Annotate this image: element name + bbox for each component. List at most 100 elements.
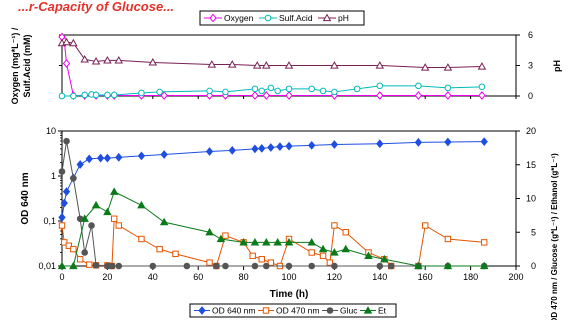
legend-marker-sulf-acid: [264, 14, 272, 22]
data-point-od-640-nm: [137, 151, 146, 161]
data-point-ph: [262, 61, 271, 69]
data-point-ph: [252, 61, 262, 69]
data-point-oxygen: [444, 91, 452, 100]
data-point-et: [69, 261, 78, 270]
top-y-right-tick-label: 0: [528, 91, 533, 101]
data-point-sulf-acid: [331, 88, 338, 96]
data-point-oxygen: [251, 91, 259, 100]
bottom-plot-frame: [61, 130, 517, 267]
legend-label-od-470-nm: OD 470 nm: [276, 306, 319, 316]
data-point-sulf-acid: [222, 88, 229, 96]
data-point-sulf-acid: [285, 85, 293, 93]
data-point-ph: [207, 60, 217, 68]
data-point-od-470-nm: [156, 245, 163, 253]
data-point-sulf-acid: [92, 91, 100, 99]
series-line-gluc: [61, 141, 485, 267]
data-point-gluc: [376, 262, 384, 270]
data-point-et: [307, 237, 316, 246]
data-point-et: [284, 237, 294, 246]
data-point-od-470-nm: [422, 222, 429, 229]
bottom-x-tick-label: 0: [59, 272, 64, 282]
data-point-ph: [330, 61, 339, 69]
bottom-x-tick-label: 60: [193, 272, 203, 282]
data-point-od-640-nm: [160, 150, 168, 159]
data-point-od-470-nm: [308, 249, 315, 256]
data-point-et: [414, 261, 423, 270]
data-point-sulf-acid: [206, 87, 213, 95]
data-point-gluc: [149, 262, 157, 270]
data-point-od-470-nm: [444, 235, 452, 243]
data-point-ph: [420, 63, 430, 71]
top-y-left-label-line1: Oxygen (mg*L⁻¹) /: [10, 27, 20, 104]
data-point-od-640-nm: [285, 141, 293, 151]
data-point-ph: [91, 57, 101, 65]
data-point-sulf-acid: [267, 84, 275, 92]
data-point-ph: [375, 61, 385, 69]
bottom-x-tick-label: 200: [508, 272, 523, 282]
bottom-legend-box: [189, 303, 397, 318]
bottom-y-right-tick-label: 10: [526, 194, 536, 204]
bottom-x-tick-label: 180: [463, 272, 478, 282]
top-y-right-label: pH: [552, 60, 562, 72]
data-point-od-640-nm: [258, 144, 266, 153]
data-point-et: [262, 237, 271, 246]
data-point-oxygen: [262, 91, 270, 100]
data-point-od-470-nm: [249, 252, 256, 260]
data-point-oxygen: [376, 91, 384, 100]
x-axis-label: Time (h): [270, 289, 309, 300]
data-point-et: [443, 261, 453, 270]
data-point-od-640-nm: [62, 187, 71, 196]
data-point-gluc: [222, 262, 229, 270]
data-point-et: [318, 244, 328, 253]
data-point-sulf-acid: [415, 82, 422, 90]
data-point-oxygen: [160, 91, 168, 100]
bottom-x-tick-label: 160: [418, 272, 433, 282]
data-point-sulf-acid: [478, 83, 486, 91]
legend-label-od-640-nm: OD 640 nm: [212, 306, 255, 316]
data-point-ph: [227, 60, 237, 68]
data-point-et: [80, 214, 89, 222]
data-point-et: [273, 237, 282, 246]
data-point-od-470-nm: [326, 259, 334, 266]
data-point-od-470-nm: [331, 222, 338, 229]
data-point-od-640-nm: [276, 142, 284, 151]
data-point-od-640-nm: [414, 137, 423, 147]
data-point-sulf-acid: [110, 91, 118, 99]
data-point-et: [380, 254, 389, 263]
data-point-oxygen: [62, 59, 71, 68]
data-point-gluc: [92, 262, 100, 269]
data-point-gluc: [308, 262, 316, 270]
data-point-od-640-nm: [103, 153, 112, 163]
bottom-y-left-tick-label: 0,1: [43, 216, 56, 226]
data-point-od-470-nm: [206, 259, 213, 266]
data-point-sulf-acid: [258, 87, 266, 95]
data-point-od-470-nm: [222, 232, 229, 239]
data-point-sulf-acid: [308, 85, 316, 93]
data-point-od-640-nm: [330, 140, 339, 149]
top-y-left-label-line2: Sulf.Acid (mM): [22, 35, 32, 98]
bottom-y-right-tick-label: 15: [526, 160, 536, 170]
data-point-od-640-nm: [85, 154, 93, 164]
data-point-et: [330, 248, 339, 256]
data-point-od-470-nm: [111, 215, 118, 222]
data-point-et: [91, 200, 101, 209]
data-point-et: [216, 234, 226, 243]
series-line-od-640-nm: [61, 141, 485, 218]
page-header-text: ...r-Capacity of Glucose...: [18, 0, 174, 14]
data-point-et: [109, 187, 119, 195]
data-point-gluc: [58, 168, 66, 175]
data-point-et: [103, 207, 112, 216]
data-point-od-470-nm: [481, 239, 488, 246]
data-point-od-640-nm: [96, 153, 105, 163]
data-point-ph: [62, 37, 71, 46]
data-point-od-470-nm: [65, 242, 73, 249]
data-point-gluc: [251, 262, 259, 270]
data-point-od-470-nm: [258, 256, 265, 263]
data-point-oxygen: [205, 91, 214, 100]
data-point-od-640-nm: [76, 160, 84, 169]
bottom-x-tick-label: 100: [281, 272, 296, 282]
bottom-y-left-label: OD 640 nm: [20, 172, 31, 224]
data-point-sulf-acid: [156, 88, 163, 96]
bottom-x-tick-label: 120: [327, 272, 342, 282]
data-point-sulf-acid: [81, 91, 88, 99]
